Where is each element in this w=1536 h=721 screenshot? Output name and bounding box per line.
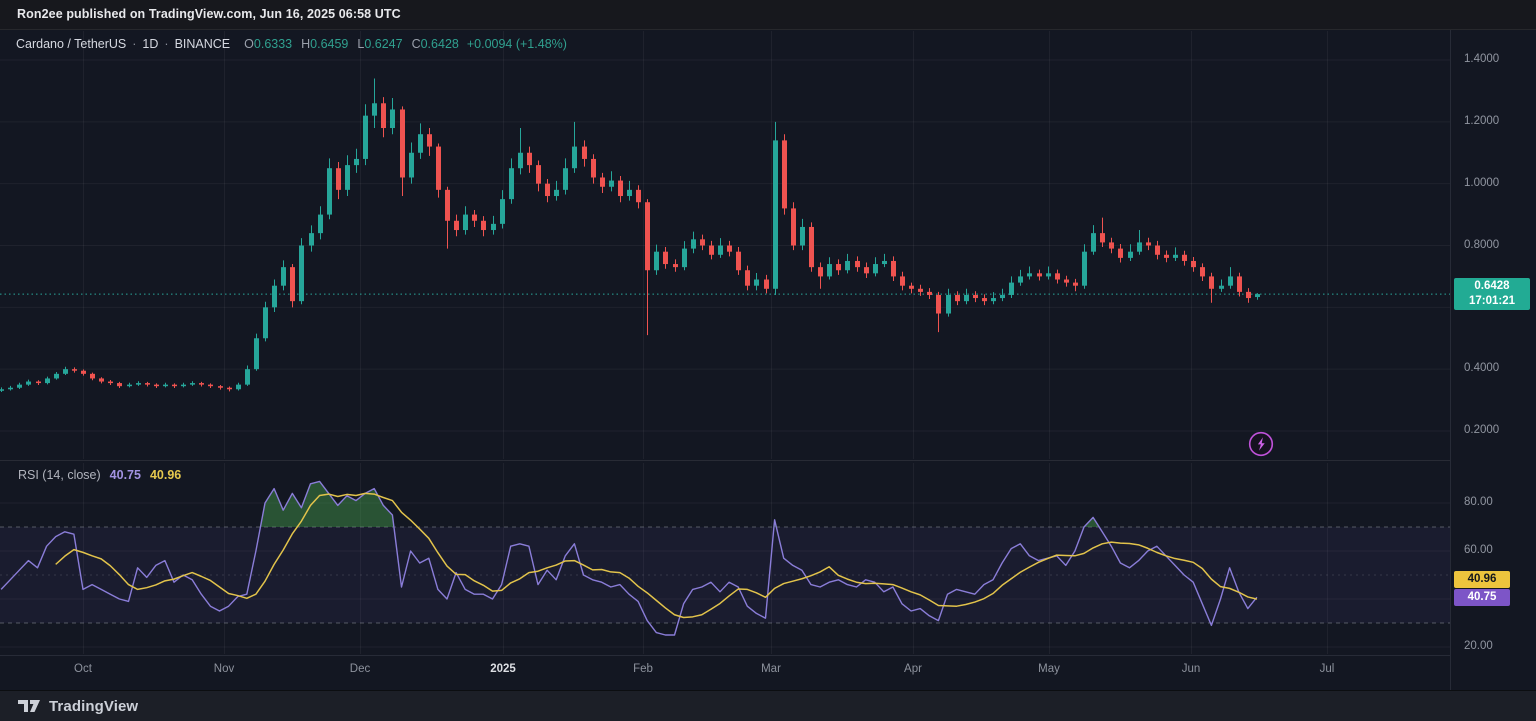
ohlc-values: O0.6333 H0.6459 L0.6247 C0.6428 <box>244 37 459 51</box>
rsi-tick: 60.00 <box>1464 544 1493 556</box>
time-label: Nov <box>213 663 235 675</box>
price-tick: 0.8000 <box>1464 238 1500 251</box>
ohlc-item: L0.6247 <box>357 37 403 51</box>
rsi-tick: 20.00 <box>1464 640 1493 652</box>
time-label: Feb <box>633 663 653 675</box>
rsi-value-badge: 40.75 <box>1454 588 1510 606</box>
time-label: Oct <box>74 663 92 675</box>
price-tick: 0.2000 <box>1464 424 1500 436</box>
rsi-ma-badge: 40.96 <box>1454 570 1510 588</box>
time-label: Jun <box>1181 663 1201 675</box>
rsi-ma-value: 40.96 <box>149 468 182 482</box>
time-label: Dec <box>349 663 371 675</box>
change-value: +0.0094 (+1.48%) <box>466 37 567 51</box>
lightning-icon <box>1248 431 1274 457</box>
time-label: Mar <box>761 663 781 675</box>
exchange-label: BINANCE <box>174 37 231 51</box>
tradingview-brand[interactable]: TradingView <box>49 697 139 715</box>
interval-label: 1D <box>142 37 159 51</box>
pane-separator[interactable] <box>0 460 1536 461</box>
boost-button[interactable] <box>1248 431 1274 457</box>
symbol-name: Cardano / TetherUS <box>16 37 127 51</box>
price-tick: 1.2000 <box>1464 114 1500 127</box>
legend-separator: · <box>164 37 169 51</box>
price-axis[interactable]: 0.6428 17:01:21 40.96 40.75 1.4000 1.2000… <box>1450 30 1536 690</box>
ohlc-item: C0.6428 <box>411 37 459 51</box>
time-label: Apr <box>904 663 922 675</box>
last-price-value: 0.6428 <box>1474 280 1510 293</box>
ohlc-item: H0.6459 <box>301 37 349 51</box>
time-label: 2025 <box>490 663 516 675</box>
rsi-title: RSI (14, close) <box>18 468 101 482</box>
rsi-pane[interactable] <box>0 462 1450 655</box>
publish-info-bar: Ron2ee published on TradingView.com, Jun… <box>0 0 1536 30</box>
main-chart-pane[interactable] <box>0 30 1450 460</box>
time-label: Jul <box>1319 663 1335 675</box>
tradingview-logo-icon[interactable] <box>16 696 42 716</box>
last-price-badge: 0.6428 17:01:21 <box>1454 278 1530 311</box>
rsi-tick: 80.00 <box>1464 496 1493 508</box>
time-axis[interactable]: Oct Nov Dec 2025 Feb Mar Apr May Jun Jul <box>0 655 1450 690</box>
bar-countdown: 17:01:21 <box>1468 295 1516 308</box>
price-tick: 1.4000 <box>1464 53 1500 65</box>
publish-info-text: Ron2ee published on TradingView.com, Jun… <box>17 7 401 21</box>
price-tick: 1.0000 <box>1464 176 1500 189</box>
legend-separator: · <box>132 37 137 51</box>
rsi-value: 40.75 <box>109 468 141 482</box>
symbol-legend[interactable]: Cardano / TetherUS · 1D · BINANCE O0.633… <box>16 37 567 51</box>
rsi-legend[interactable]: RSI (14, close) 40.75 40.96 <box>18 468 181 482</box>
time-label: May <box>1038 663 1060 675</box>
footer-bar: TradingView <box>0 690 1536 721</box>
price-tick: 0.4000 <box>1464 362 1500 375</box>
ohlc-item: O0.6333 <box>244 37 293 51</box>
